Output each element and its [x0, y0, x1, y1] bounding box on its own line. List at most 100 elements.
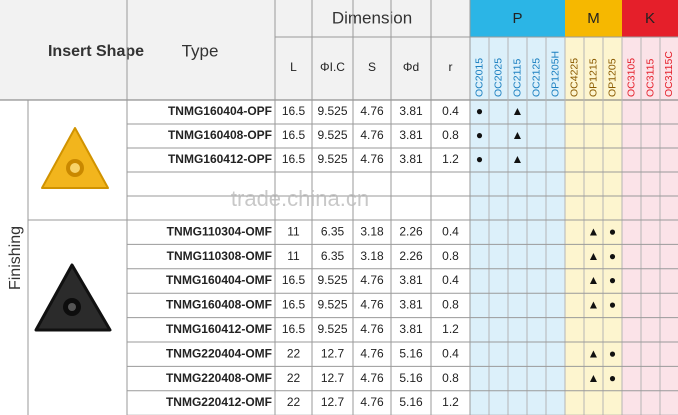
- dim-header: S: [368, 60, 376, 74]
- grade-mark: ●: [609, 298, 616, 312]
- type-header: Type: [182, 41, 219, 60]
- grade-header: OC3115: [644, 59, 656, 97]
- grade-mark: ●: [609, 371, 616, 385]
- dim-cell: 22: [287, 371, 301, 385]
- dim-cell: 22: [287, 395, 301, 409]
- dim-cell: 16.5: [282, 152, 306, 166]
- insert-yellow: [41, 127, 109, 189]
- dim-cell: 3.18: [360, 224, 384, 238]
- dim-cell: 16.5: [282, 322, 306, 336]
- grade-header: OC2115: [511, 59, 523, 97]
- grade-mark: ▲: [512, 152, 524, 166]
- grade-mark: ▲: [588, 346, 600, 360]
- dim-header: ΦI.C: [320, 60, 345, 74]
- dim-cell: 9.525: [317, 322, 347, 336]
- dim-cell: 3.81: [399, 273, 423, 287]
- grade-header: OC2015: [473, 58, 485, 97]
- grade-mark: ▲: [512, 128, 524, 142]
- dim-header: L: [290, 60, 297, 74]
- grade-header: OP1205: [606, 58, 618, 97]
- dim-cell: 5.16: [399, 371, 423, 385]
- dimension-header: Dimension: [332, 8, 412, 27]
- grade-header: OC3115C: [663, 51, 675, 97]
- dim-cell: 3.81: [399, 104, 423, 118]
- dim-cell: 16.5: [282, 298, 306, 312]
- dim-cell: 0.4: [442, 346, 459, 360]
- dim-cell: 4.76: [360, 273, 384, 287]
- group-header-bg: [565, 0, 622, 37]
- grade-mark: ●: [476, 128, 483, 142]
- type-cell: TNMG220404-OMF: [166, 346, 272, 360]
- watermark: trade.china.cn: [231, 186, 369, 211]
- dim-cell: 4.76: [360, 346, 384, 360]
- dim-cell: 0.4: [442, 104, 459, 118]
- dim-cell: 4.76: [360, 104, 384, 118]
- dim-cell: 5.16: [399, 346, 423, 360]
- grade-mark: ●: [609, 249, 616, 263]
- dim-cell: 16.5: [282, 273, 306, 287]
- dim-cell: 0.4: [442, 273, 459, 287]
- type-cell: TNMG160404-OMF: [166, 273, 272, 287]
- dim-cell: 3.18: [360, 249, 384, 263]
- dim-cell: 4.76: [360, 298, 384, 312]
- dim-cell: 3.81: [399, 322, 423, 336]
- dim-cell: 1.2: [442, 322, 459, 336]
- dim-cell: 6.35: [321, 249, 345, 263]
- dim-cell: 3.81: [399, 152, 423, 166]
- grade-mark: ▲: [588, 224, 600, 238]
- dim-cell: 9.525: [317, 298, 347, 312]
- dim-cell: 9.525: [317, 273, 347, 287]
- dim-cell: 9.525: [317, 104, 347, 118]
- dim-header: Φd: [403, 60, 419, 74]
- grade-mark: ●: [609, 224, 616, 238]
- grade-mark: ▲: [588, 371, 600, 385]
- dim-cell: 6.35: [321, 224, 345, 238]
- group-name: M: [587, 10, 600, 27]
- dim-cell: 3.81: [399, 128, 423, 142]
- dim-cell: 2.26: [399, 249, 423, 263]
- dim-cell: 4.76: [360, 371, 384, 385]
- type-cell: TNMG160412-OMF: [166, 322, 272, 336]
- grade-mark: ●: [476, 152, 483, 166]
- grade-mark: ●: [609, 273, 616, 287]
- dim-cell: 4.76: [360, 152, 384, 166]
- dim-cell: 9.525: [317, 128, 347, 142]
- side-label: Finishing: [7, 226, 24, 290]
- dim-cell: 0.4: [442, 224, 459, 238]
- dim-cell: 2.26: [399, 224, 423, 238]
- type-cell: TNMG160408-OMF: [166, 298, 272, 312]
- dim-cell: 0.8: [442, 128, 459, 142]
- dim-cell: 0.8: [442, 249, 459, 263]
- grade-mark: ▲: [588, 273, 600, 287]
- type-cell: TNMG110304-OMF: [167, 224, 272, 238]
- grade-mark: ▲: [512, 104, 524, 118]
- dim-cell: 4.76: [360, 128, 384, 142]
- grade-mark: ●: [476, 104, 483, 118]
- dim-cell: 12.7: [321, 346, 345, 360]
- group-name: P: [512, 10, 522, 27]
- dim-cell: 22: [287, 346, 301, 360]
- grade-mark: ●: [609, 346, 616, 360]
- header-bg: [0, 0, 470, 100]
- dim-cell: 16.5: [282, 128, 306, 142]
- grade-header: OC2125: [530, 58, 542, 97]
- dim-cell: 4.76: [360, 322, 384, 336]
- dim-cell: 4.76: [360, 395, 384, 409]
- dim-cell: 0.8: [442, 371, 459, 385]
- dim-cell: 1.2: [442, 395, 459, 409]
- insert-shape-header: Insert Shape: [48, 43, 144, 60]
- dim-cell: 0.8: [442, 298, 459, 312]
- grade-mark: ▲: [588, 298, 600, 312]
- type-cell: TNMG220408-OMF: [166, 371, 272, 385]
- grade-mark: ▲: [588, 249, 600, 263]
- dim-cell: 1.2: [442, 152, 459, 166]
- group-header-bg: [622, 0, 678, 37]
- dim-header: r: [449, 60, 453, 74]
- type-cell: TNMG160408-OPF: [168, 128, 272, 142]
- grade-header: OP1215: [587, 58, 599, 97]
- insert-black: [34, 263, 112, 332]
- grade-header: OC4225: [568, 58, 580, 97]
- dim-cell: 12.7: [321, 395, 345, 409]
- type-cell: TNMG160412-OPF: [168, 152, 272, 166]
